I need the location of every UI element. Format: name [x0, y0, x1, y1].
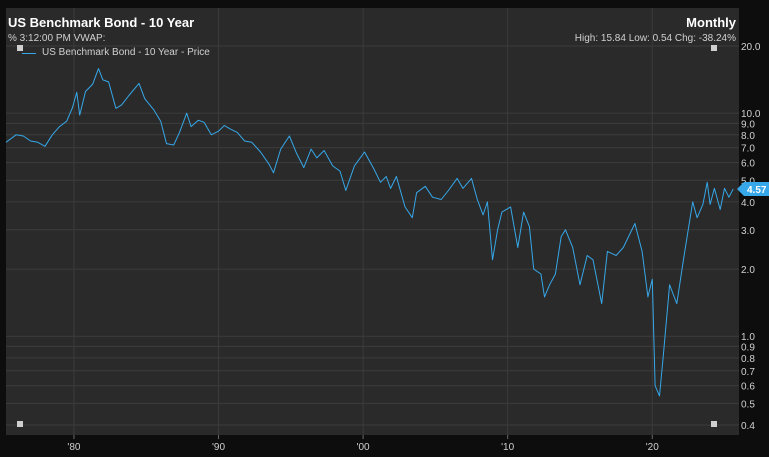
y-tick-label: 3.0	[741, 226, 755, 237]
x-tick-label: '00	[357, 442, 370, 453]
legend-label: US Benchmark Bond - 10 Year - Price	[42, 47, 210, 58]
y-tick-label: 0.4	[741, 421, 755, 432]
axes: 0.4 0.5 0.6 0.7 0.80.91.0 2.0 3.0 4.0 5.0 6.0 7.0 8…	[67, 42, 769, 453]
period-selector[interactable]: Monthly	[686, 15, 736, 30]
y-tick-label: 7.0	[741, 144, 755, 155]
y-tick-label: 0.9	[741, 342, 755, 353]
legend-swatch-icon	[22, 52, 36, 54]
x-tick-label: '10	[501, 442, 514, 453]
y-tick-label: 4.0	[741, 198, 755, 209]
y-tick-label: 6.0	[741, 159, 755, 170]
plot-background	[6, 8, 739, 435]
resize-handle-top-left[interactable]	[17, 45, 23, 51]
y-tick-label: 2.0	[741, 265, 755, 276]
last-value-marker	[737, 182, 769, 197]
x-tick-label: '90	[212, 442, 225, 453]
resize-handle-bottom-left[interactable]	[17, 421, 23, 427]
last-value-label: 4.57	[747, 185, 767, 196]
stats-readout: High: 15.84 Low: 0.54 Chg: -38.24%	[574, 33, 736, 44]
y-tick-label: 9.0	[741, 119, 755, 130]
chart-title: US Benchmark Bond - 10 Year	[8, 15, 195, 30]
y-tick-label: 20.0	[741, 42, 761, 53]
y-tick-label: 0.6	[741, 382, 755, 393]
y-tick-label: 8.0	[741, 131, 755, 142]
subtitle: % 3:12:00 PM VWAP:	[8, 33, 106, 44]
grid	[6, 8, 739, 435]
y-tick-label: 10.0	[741, 109, 761, 120]
x-tick-label: '20	[646, 442, 659, 453]
resize-handle-bottom-right[interactable]	[711, 421, 717, 427]
y-tick-label: 0.7	[741, 367, 755, 378]
series-layer	[5, 68, 734, 397]
resize-handle-top-right[interactable]	[711, 45, 717, 51]
y-tick-label: 0.8	[741, 354, 755, 365]
y-tick-label: 1.0	[741, 332, 755, 343]
series-line	[5, 68, 734, 397]
y-tick-label: 5.0	[741, 176, 755, 187]
y-tick-label: 0.5	[741, 399, 755, 410]
legend[interactable]: US Benchmark Bond - 10 Year - Price	[22, 47, 210, 58]
x-tick-label: '80	[67, 442, 80, 453]
